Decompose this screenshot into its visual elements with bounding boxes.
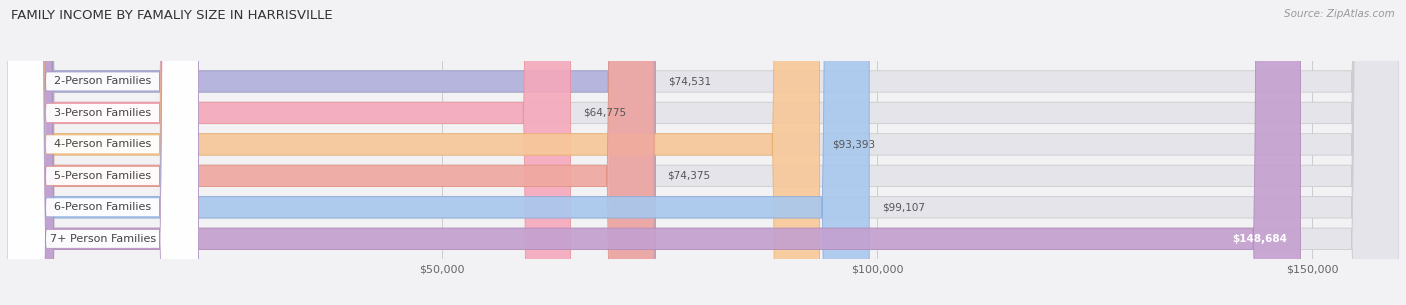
FancyBboxPatch shape — [7, 0, 198, 305]
Text: 7+ Person Families: 7+ Person Families — [49, 234, 156, 244]
Text: $99,107: $99,107 — [883, 202, 925, 212]
FancyBboxPatch shape — [7, 0, 1399, 305]
FancyBboxPatch shape — [7, 0, 654, 305]
Text: 6-Person Families: 6-Person Families — [55, 202, 152, 212]
FancyBboxPatch shape — [7, 0, 198, 305]
FancyBboxPatch shape — [7, 0, 655, 305]
Text: $148,684: $148,684 — [1233, 234, 1288, 244]
Text: $64,775: $64,775 — [583, 108, 627, 118]
FancyBboxPatch shape — [7, 0, 1399, 305]
FancyBboxPatch shape — [7, 0, 820, 305]
FancyBboxPatch shape — [7, 0, 198, 305]
FancyBboxPatch shape — [7, 0, 198, 305]
FancyBboxPatch shape — [7, 0, 1301, 305]
FancyBboxPatch shape — [7, 0, 869, 305]
FancyBboxPatch shape — [7, 0, 1399, 305]
Text: $93,393: $93,393 — [832, 139, 876, 149]
FancyBboxPatch shape — [7, 0, 198, 305]
Text: 4-Person Families: 4-Person Families — [53, 139, 152, 149]
FancyBboxPatch shape — [7, 0, 1399, 305]
FancyBboxPatch shape — [7, 0, 198, 305]
Text: 3-Person Families: 3-Person Families — [55, 108, 152, 118]
FancyBboxPatch shape — [7, 0, 1399, 305]
Text: Source: ZipAtlas.com: Source: ZipAtlas.com — [1284, 9, 1395, 19]
Text: $74,531: $74,531 — [668, 77, 711, 86]
Text: FAMILY INCOME BY FAMALIY SIZE IN HARRISVILLE: FAMILY INCOME BY FAMALIY SIZE IN HARRISV… — [11, 9, 333, 22]
Text: 2-Person Families: 2-Person Families — [53, 77, 152, 86]
Text: $74,375: $74,375 — [666, 171, 710, 181]
FancyBboxPatch shape — [7, 0, 1399, 305]
Text: 5-Person Families: 5-Person Families — [55, 171, 152, 181]
FancyBboxPatch shape — [7, 0, 571, 305]
